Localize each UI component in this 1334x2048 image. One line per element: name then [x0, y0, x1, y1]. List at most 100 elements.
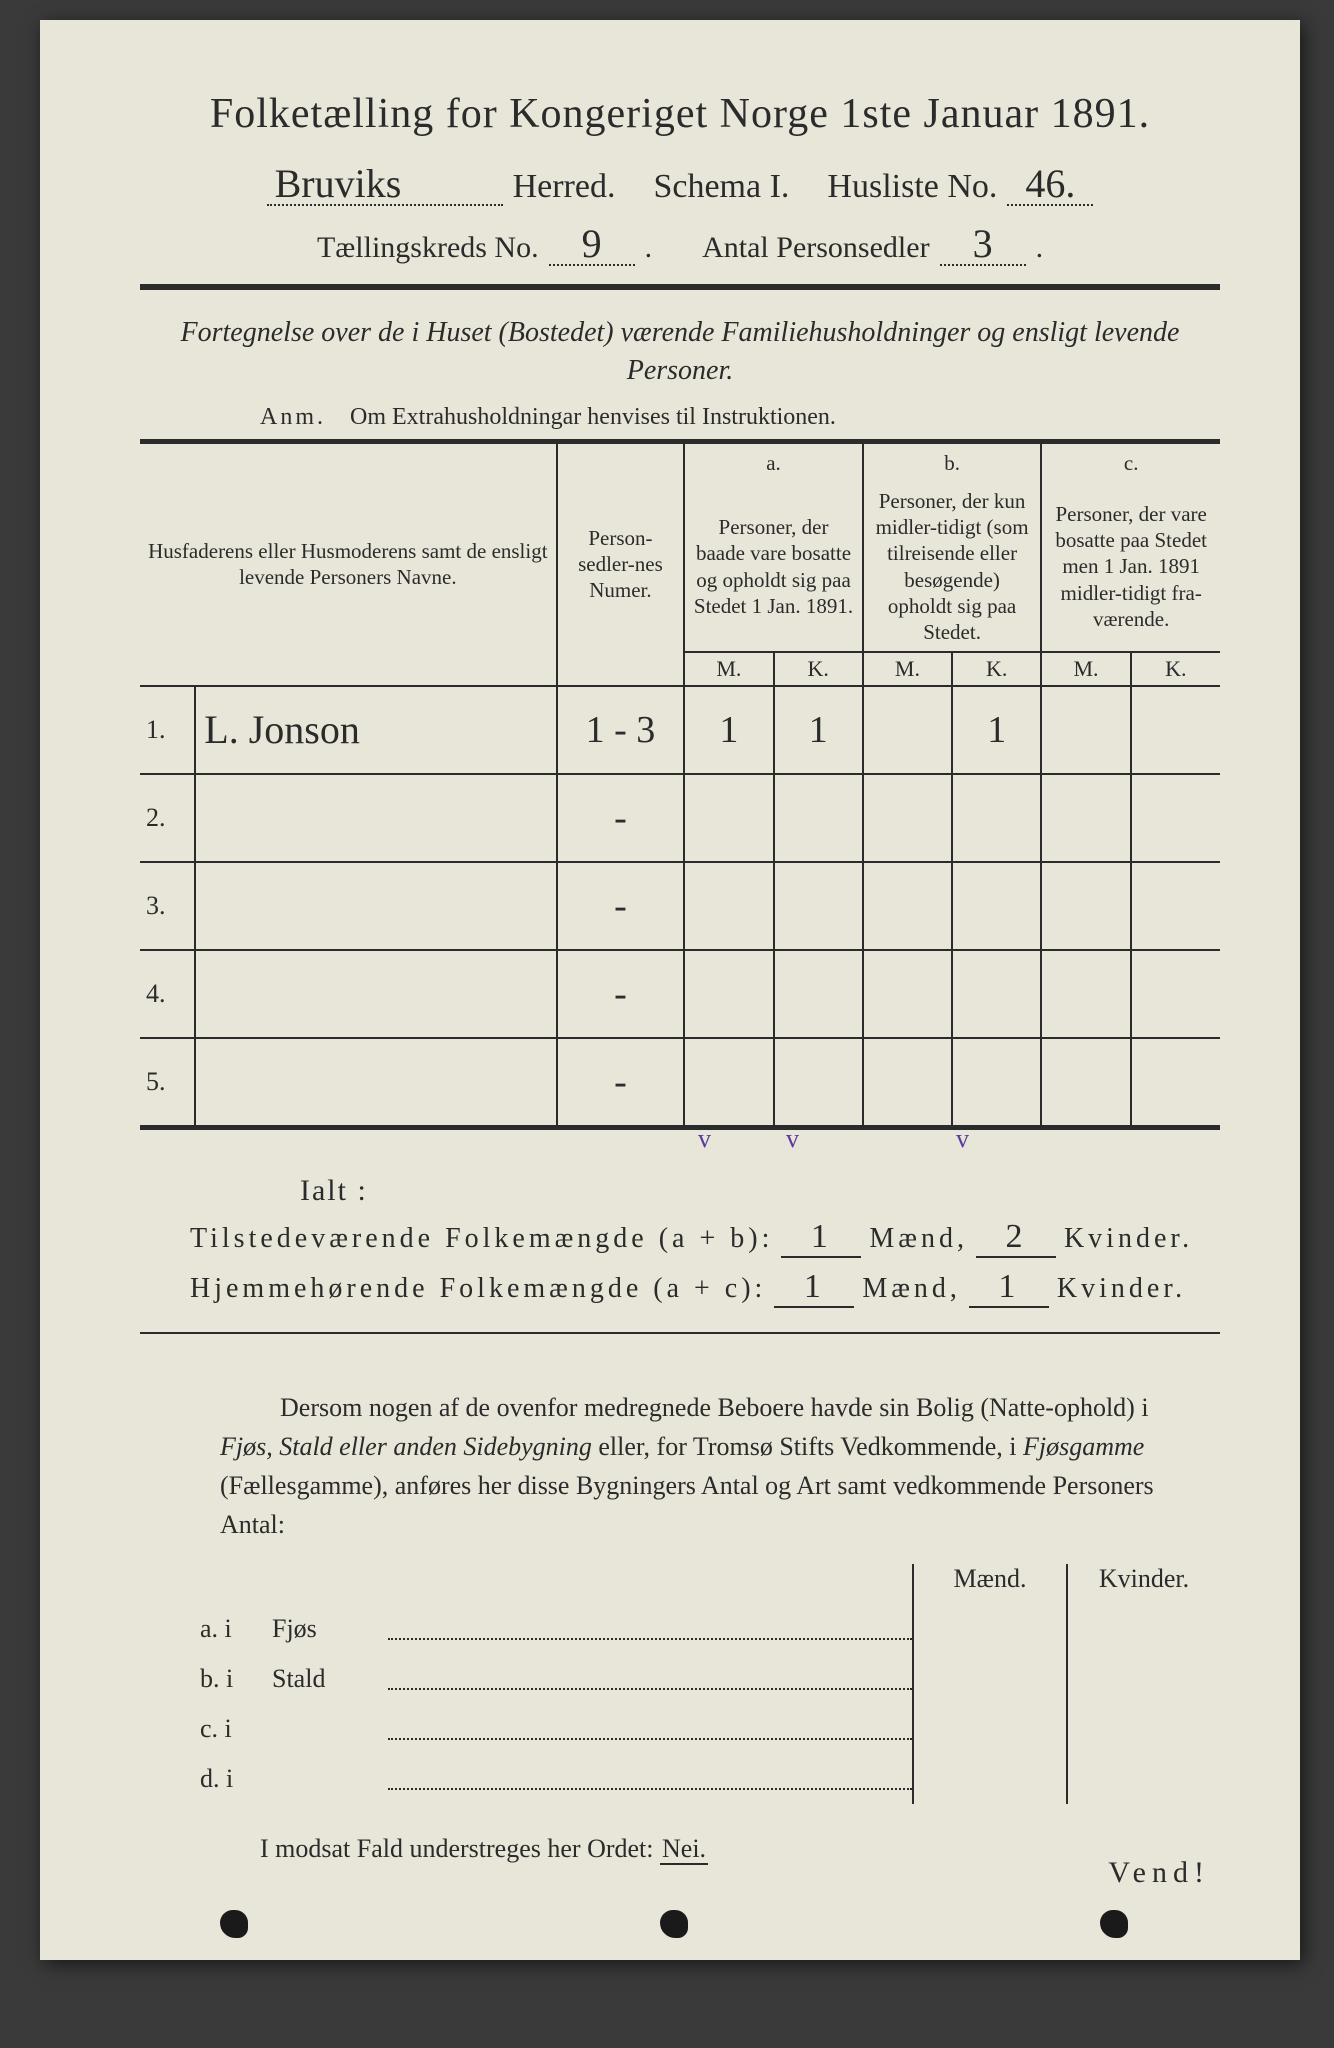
vend-label: Vend! [1108, 1856, 1210, 1890]
row-c-k [1131, 1038, 1220, 1128]
table-row: 3.- [140, 862, 1220, 950]
col-header-c: Personer, der vare bosatte paa Stedet me… [1041, 482, 1220, 653]
col-header-b: Personer, der kun midler-tidigt (som til… [863, 482, 1042, 653]
total2-maend: 1 [804, 1268, 825, 1305]
para-a: Dersom nogen af de ovenfor medregnede Be… [280, 1393, 1149, 1422]
row-number: 2. [140, 774, 195, 862]
row-b-m [863, 1038, 952, 1128]
antal-value: 3 [940, 224, 1026, 266]
row-b-m [863, 950, 952, 1038]
building-kvinder [1067, 1704, 1220, 1754]
row-c-m [1041, 950, 1130, 1038]
building-maend [913, 1704, 1067, 1754]
building-word [266, 1754, 388, 1804]
col-a-k: K. [774, 652, 863, 686]
building-row: d. i [140, 1754, 1220, 1804]
herred-label: Herred. [513, 168, 616, 206]
building-row: a. iFjøs [140, 1604, 1220, 1654]
building-row: b. iStald [140, 1654, 1220, 1704]
building-dots [388, 1754, 913, 1804]
para-b: eller, for Tromsø Stifts Vedkommende, i [592, 1432, 1023, 1461]
row-b-k [952, 862, 1041, 950]
col-header-b-top: b. [863, 441, 1042, 482]
building-dots [388, 1654, 913, 1704]
modsat-text: I modsat Fald understreges her Ordet: [260, 1834, 660, 1863]
row-name [195, 774, 556, 862]
total1-kvinder: 2 [1005, 1218, 1026, 1255]
para-it1: Fjøs, Stald eller anden Sidebygning [220, 1432, 592, 1461]
col-header-c-top: c. [1041, 441, 1220, 482]
row-a-m [684, 950, 773, 1038]
row-b-m [863, 686, 952, 774]
row-ps: 1 - 3 [557, 686, 685, 774]
row-ps: - [557, 1038, 685, 1128]
building-lead: d. i [140, 1754, 266, 1804]
building-word [266, 1704, 388, 1754]
census-table: Husfaderens eller Husmoderens samt de en… [140, 439, 1220, 1130]
row-a-m [684, 1038, 773, 1128]
row-number: 4. [140, 950, 195, 1038]
building-lead: a. i [140, 1604, 266, 1654]
total1-label: Tilstedeværende Folkemængde (a + b): [190, 1223, 773, 1255]
row-c-k [1131, 686, 1220, 774]
anm-line: Anm. Om Extrahusholdningar henvises til … [260, 404, 1220, 431]
ialt-label: Ialt : [300, 1174, 1220, 1208]
building-kvinder [1067, 1654, 1220, 1704]
col-c-m: M. [1041, 652, 1130, 686]
total-line-2: Hjemmehørende Folkemængde (a + c): 1 Mæn… [190, 1268, 1220, 1308]
content-area: Folketælling for Kongeriget Norge 1ste J… [140, 90, 1220, 1864]
kreds-label: Tællingskreds No. [317, 231, 539, 265]
row-a-k [774, 774, 863, 862]
row-c-m [1041, 1038, 1130, 1128]
row-name: L. Jonson [195, 686, 556, 774]
building-maend [913, 1754, 1067, 1804]
building-lead: b. i [140, 1654, 266, 1704]
row-name [195, 950, 556, 1038]
punch-hole-left [220, 1910, 248, 1938]
row-b-k [952, 1038, 1041, 1128]
total2-kvinder: 1 [998, 1268, 1019, 1305]
kvinder-label-2: Kvinder. [1057, 1273, 1186, 1305]
kvinder-label-1: Kvinder. [1064, 1223, 1193, 1255]
building-word: Stald [266, 1654, 388, 1704]
antal-label: Antal Personsedler [702, 231, 929, 265]
col-header-a: Personer, der baade vare bosatte og opho… [684, 482, 863, 653]
row-a-m: 1 [684, 686, 773, 774]
rule-thick-1 [140, 284, 1220, 290]
punch-hole-center [660, 1910, 688, 1938]
row-a-k [774, 950, 863, 1038]
checkmark-a-m: v [698, 1124, 711, 1154]
rule-thin-1 [140, 1332, 1220, 1334]
row-ps: - [557, 774, 685, 862]
row-ps: - [557, 862, 685, 950]
row-b-k: 1 [952, 686, 1041, 774]
subtitle: Fortegnelse over de i Huset (Bostedet) v… [180, 314, 1180, 390]
paragraph-dersom: Dersom nogen af de ovenfor medregnede Be… [220, 1388, 1190, 1544]
anm-text: Om Extrahusholdningar henvises til Instr… [350, 404, 836, 430]
building-lead: c. i [140, 1704, 266, 1754]
anm-prefix: Anm. [260, 404, 326, 430]
kreds-no: 9 [549, 224, 635, 266]
table-row: 5.- [140, 1038, 1220, 1128]
maend-label-1: Mænd, [869, 1223, 968, 1255]
row-b-k [952, 950, 1041, 1038]
col-a-m: M. [684, 652, 773, 686]
row-a-m [684, 862, 773, 950]
row-b-k [952, 774, 1041, 862]
document-paper: Folketælling for Kongeriget Norge 1ste J… [40, 20, 1300, 1960]
row-ps: - [557, 950, 685, 1038]
row-a-k: 1 [774, 686, 863, 774]
row-c-m [1041, 862, 1130, 950]
total2-label: Hjemmehørende Folkemængde (a + c): [190, 1273, 766, 1305]
mk-maend-header: Mænd. [913, 1564, 1067, 1604]
maend-label-2: Mænd, [862, 1273, 961, 1305]
modsat-nej: Nei. [660, 1834, 708, 1865]
building-maend [913, 1654, 1067, 1704]
header-line-3: Tællingskreds No. 9 . Antal Personsedler… [140, 224, 1220, 266]
col-header-name: Husfaderens eller Husmoderens samt de en… [140, 441, 557, 686]
herred-value: Bruviks [267, 164, 503, 206]
page-title: Folketælling for Kongeriget Norge 1ste J… [140, 90, 1220, 138]
row-name [195, 862, 556, 950]
table-row: 1.L. Jonson1 - 3111 [140, 686, 1220, 774]
para-c: (Fællesgamme), anføres her disse Bygning… [220, 1471, 1154, 1539]
